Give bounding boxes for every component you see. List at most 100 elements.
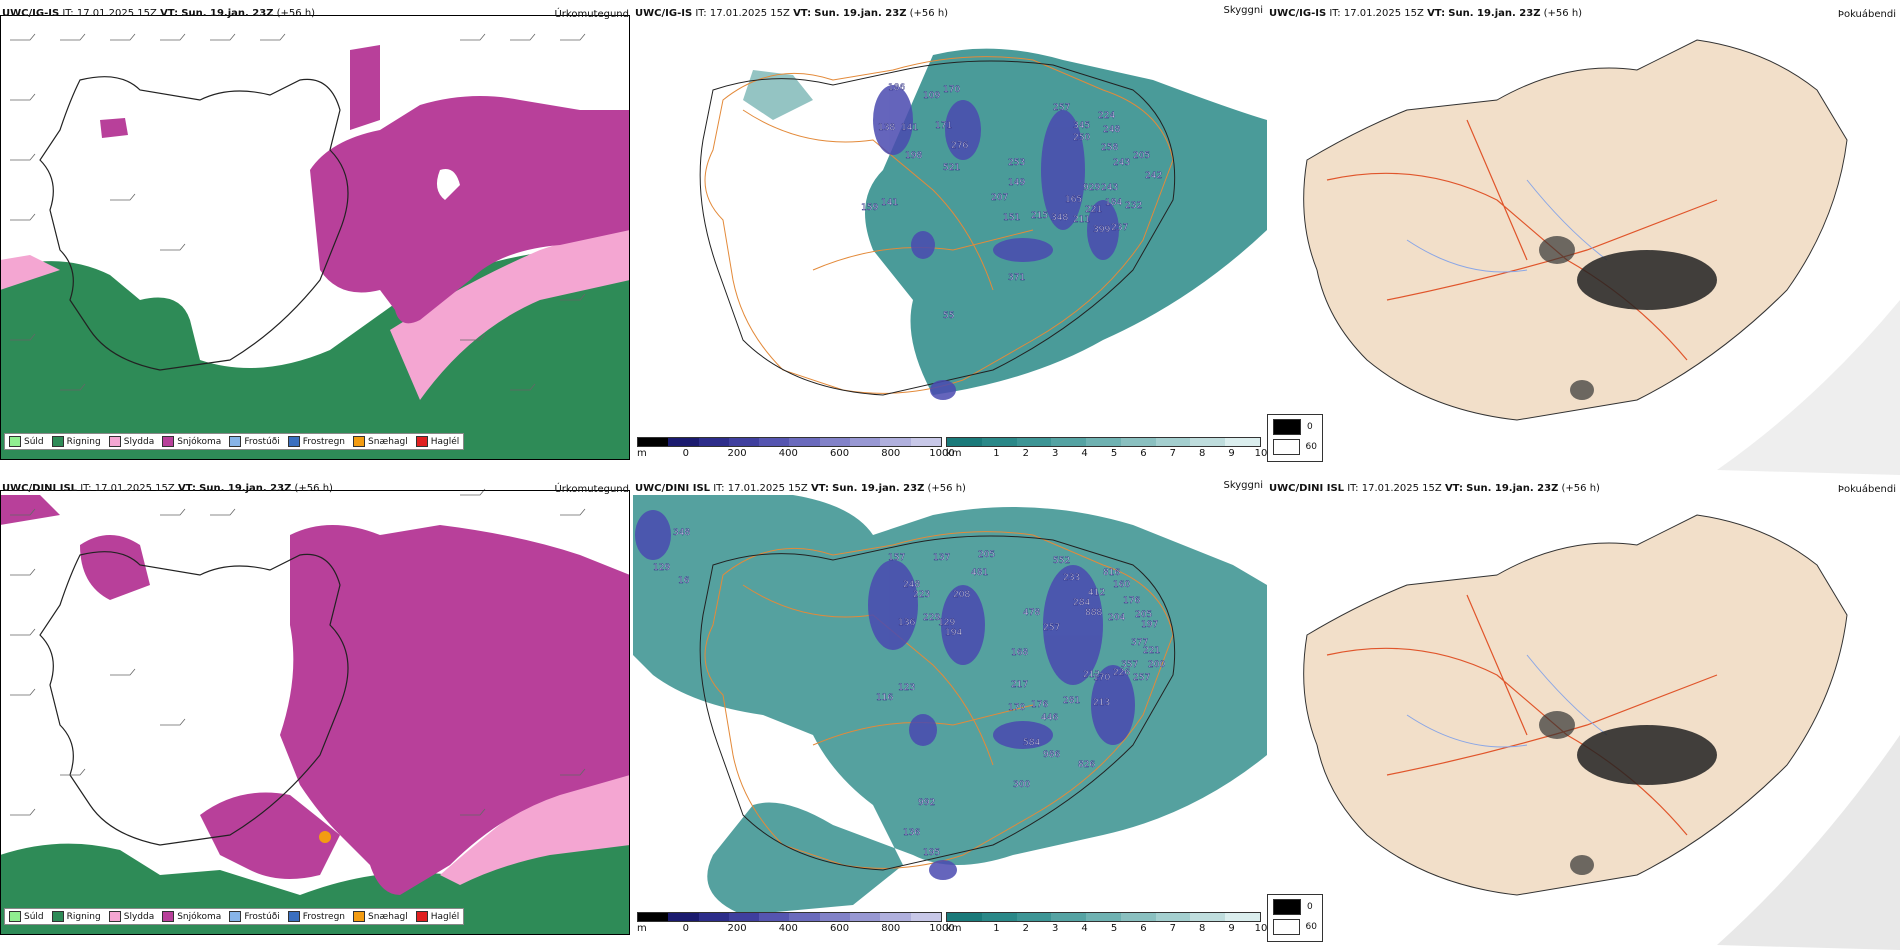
colorbar-unit: km <box>946 448 962 459</box>
fog-map <box>1303 39 1900 475</box>
legend-swatch <box>353 436 366 447</box>
legend-item: Snjókoma <box>162 436 221 447</box>
cloud-base-label: 205 <box>1133 151 1150 161</box>
cloud-base-label: 165 <box>1065 195 1082 205</box>
colorbar-tick-label: 2 <box>1022 923 1029 934</box>
cloudbase-patches <box>635 510 1135 880</box>
legend-item: Frostregn <box>287 911 345 922</box>
legend-swatch <box>162 911 175 922</box>
cloud-base-label: 138 <box>878 123 895 133</box>
row1-precip-panel: UWC/IG-IS IT: 17.01.2025 15Z VT: Sun. 19… <box>0 0 633 475</box>
colorbar-tick-label: 7 <box>1169 448 1176 459</box>
cloud-base-label: 412 <box>1088 588 1105 598</box>
colorbar-tick-label: 4 <box>1081 923 1088 934</box>
cloud-base-label: 149 <box>1008 178 1025 188</box>
cloud-base-label: 184 <box>1105 198 1122 208</box>
cloud-base-label: 253 <box>1008 158 1025 168</box>
colorbar-tick-label: 5 <box>1110 923 1118 934</box>
legend-swatch <box>9 911 21 922</box>
visibility-colorbar: km 1 2 3 4 5 6 7 8 9 10 <box>946 912 1267 936</box>
colorbar-tick-label: 1 <box>993 923 1000 934</box>
legend-item: Frostregn <box>287 436 345 447</box>
colorbar-unit: km <box>946 923 962 934</box>
cloud-base-label: 151 <box>1003 213 1020 223</box>
colorbar-swatch <box>668 438 699 446</box>
cloud-base-label: 171 <box>935 121 952 131</box>
colorbar-swatch <box>698 913 729 921</box>
cloud-base-label: 276 <box>951 141 968 151</box>
legend-item: Slydda <box>108 911 154 922</box>
cloud-base-label: 221 <box>1143 646 1160 656</box>
colorbar-swatch <box>1225 438 1261 446</box>
colorbar-swatch <box>728 913 760 921</box>
colorbar-swatch <box>759 438 790 446</box>
panel-header: UWC/DINI ISL IT: 17.01.2025 15Z VT: Sun.… <box>1269 483 1600 494</box>
colorbar-swatch <box>947 438 982 446</box>
colorbar-swatches <box>946 437 1261 447</box>
cloud-base-label: 170 <box>943 85 960 95</box>
cloud-base-label: 217 <box>1011 680 1028 690</box>
colorbar-tick-label: 3 <box>1052 923 1059 934</box>
cloud-base-label: 816 <box>1103 568 1120 578</box>
cloud-base-label: 141 <box>901 123 918 133</box>
colorbar-tick-label: 10 <box>1254 923 1267 934</box>
legend-item: Frostúði <box>229 911 280 922</box>
cloudbase-colorbar: m 0 200 400 600 800 1000 <box>637 912 955 936</box>
visibility-colorbar: km 1 2 3 4 5 6 7 8 9 10 <box>946 437 1267 461</box>
cloud-base-label: 200 <box>1148 660 1165 670</box>
cloud-base-label: 399 <box>1093 225 1110 235</box>
cloud-base-label: 116 <box>876 693 893 703</box>
colorbar-swatch <box>1190 913 1226 921</box>
cloud-base-label: 257 <box>1053 103 1070 113</box>
colorbar-tick-label: 200 <box>727 923 747 934</box>
colorbar-tick-label: 200 <box>727 448 747 459</box>
colorbar-swatch <box>947 913 982 921</box>
colorbar-swatch <box>638 438 669 446</box>
cloud-base-label: 248 <box>903 580 920 590</box>
colorbar-swatch <box>1051 913 1087 921</box>
cloud-base-label: 481 <box>971 568 988 578</box>
cloud-base-label: 224 <box>1098 111 1115 121</box>
legend-swatch <box>9 436 21 447</box>
legend-swatch <box>415 911 428 922</box>
cloud-base-label: 213 <box>1093 698 1110 708</box>
cloud-base-label: 123 <box>898 683 915 693</box>
legend-swatch <box>108 911 121 922</box>
colorbar-swatch <box>1155 913 1191 921</box>
fog-legend-item: 0 <box>1273 419 1317 435</box>
row2-visibility-panel: 348 129 16 157 137 205 481 248 223 208 552 233 816 41… <box>633 475 1267 950</box>
cloud-base-label: 16 <box>678 576 690 586</box>
colorbar-swatch <box>1190 438 1226 446</box>
colorbar-swatch <box>789 438 820 446</box>
legend-item: Haglél <box>415 911 459 922</box>
cloud-base-label: 136 <box>898 618 915 628</box>
colorbar-tick-label: 3 <box>1052 448 1059 459</box>
cloud-base-label: 215 <box>1031 211 1048 221</box>
fog-legend-item: 0 <box>1273 899 1317 915</box>
fog-legend: 0 60 <box>1267 894 1323 942</box>
cloud-base-label: 194 <box>945 628 962 638</box>
legend-item: Snjókoma <box>162 911 221 922</box>
cloud-base-label: 129 <box>653 563 670 573</box>
cloud-base-label: 168 <box>1011 648 1028 658</box>
colorbar-swatch <box>789 913 820 921</box>
cloud-base-label: 826 <box>1078 760 1095 770</box>
cloud-base-label: 357 <box>1121 660 1138 670</box>
precip-map <box>0 15 630 460</box>
colorbar-ticks: km 1 2 3 4 5 6 7 8 9 10 <box>946 448 1267 460</box>
cloud-base-label: 109 <box>923 91 940 101</box>
legend-item: Frostúði <box>229 436 280 447</box>
cloud-base-label: 170 <box>1093 673 1110 683</box>
precip-legend: Súld Rigning Slydda Snjókoma Frostúði Fr… <box>4 908 465 925</box>
colorbar-swatch <box>1016 438 1052 446</box>
cloud-base-label: 226 <box>1113 668 1130 678</box>
cloud-base-label: 584 <box>1023 738 1040 748</box>
cloud-base-label: 137 <box>933 553 950 563</box>
cloud-base-label: 229 <box>923 613 940 623</box>
colorbar-tick-label: 10 <box>1254 448 1267 459</box>
cloud-base-label: 160 <box>1113 580 1130 590</box>
colorbar-swatch <box>638 913 669 921</box>
fog-map <box>1303 514 1900 950</box>
colorbar-unit: m <box>637 923 647 934</box>
panel-header: UWC/DINI ISL IT: 17.01.2025 15Z VT: Sun.… <box>2 483 333 494</box>
